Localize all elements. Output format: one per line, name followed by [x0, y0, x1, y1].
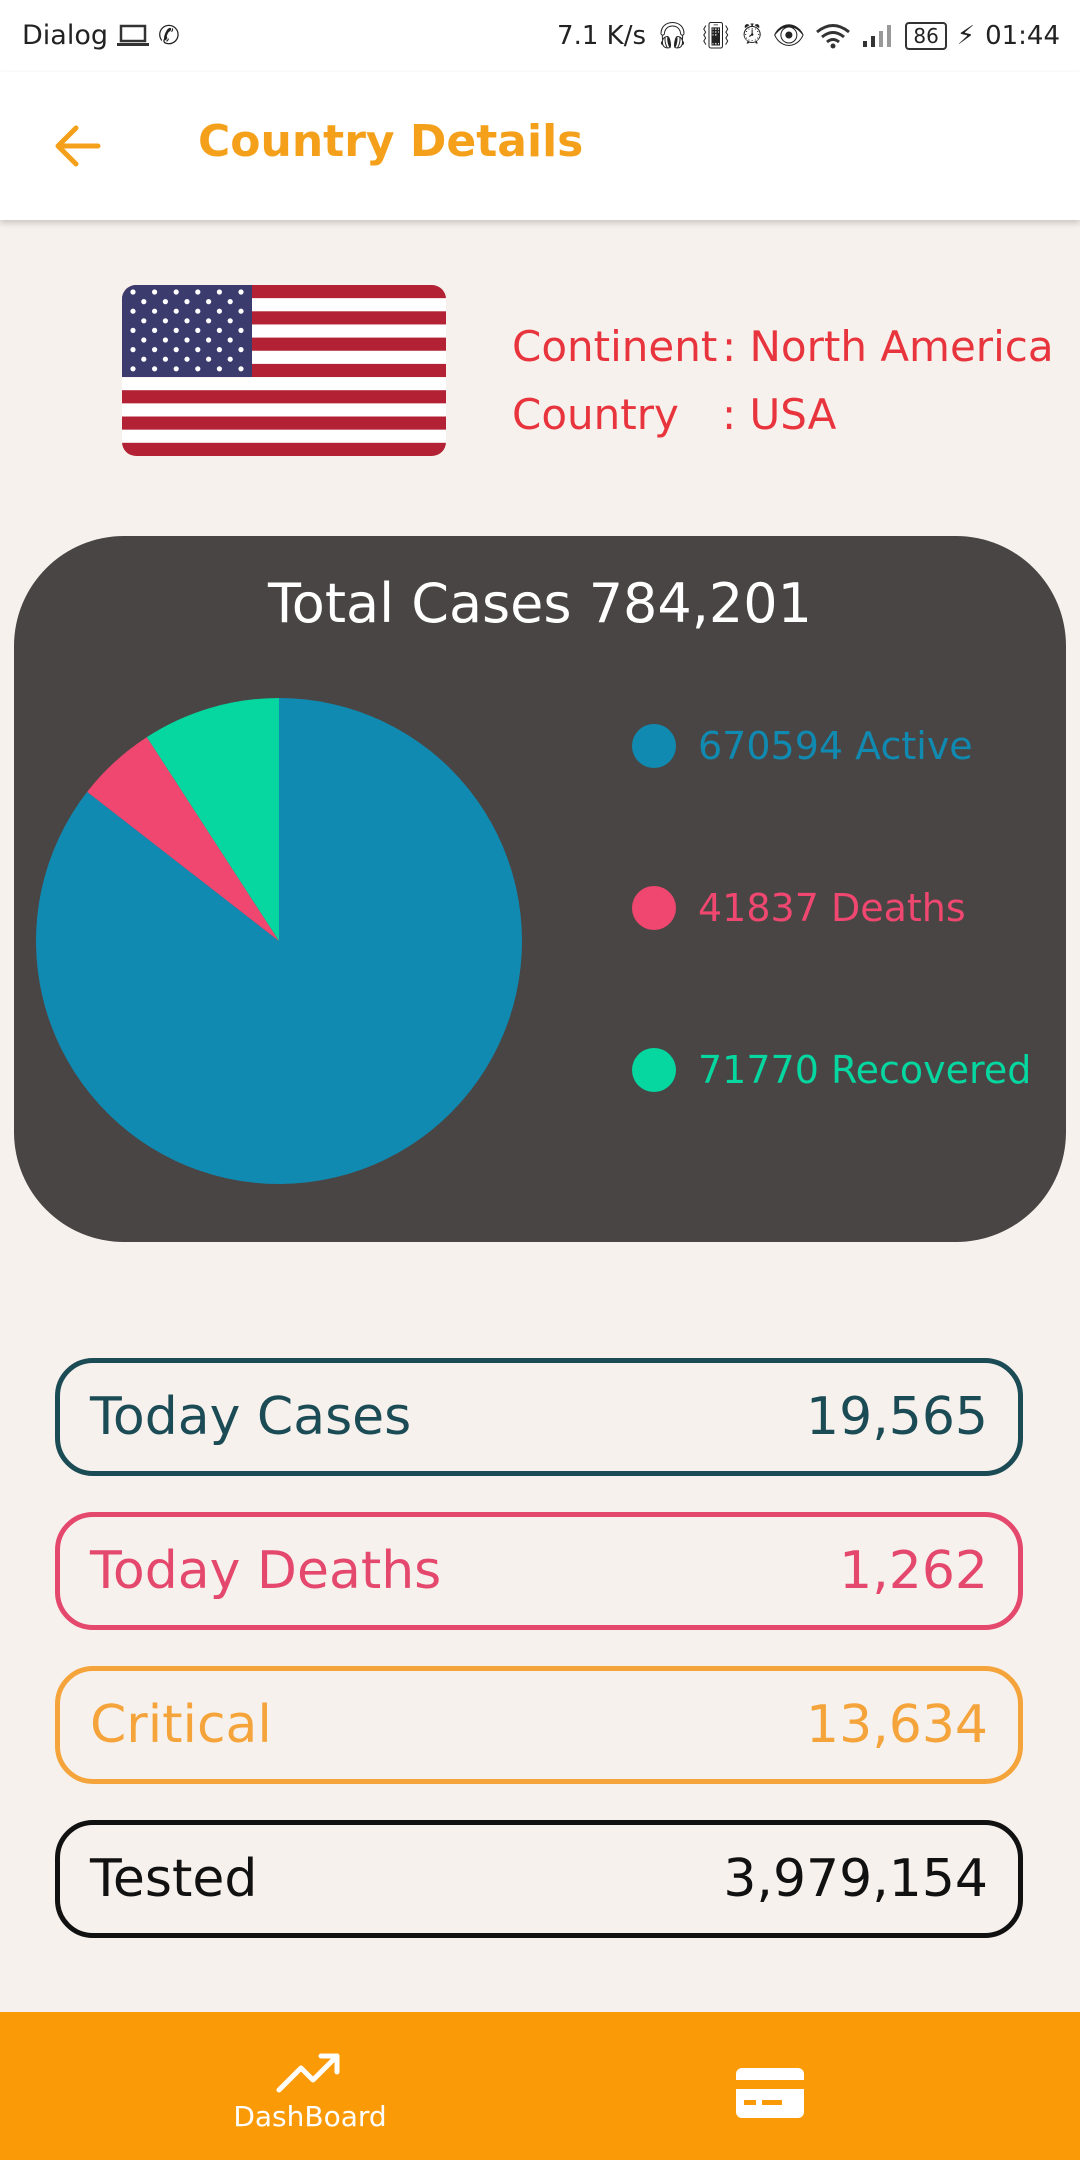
- legend-dot: [632, 886, 676, 930]
- legend-dot: [632, 724, 676, 768]
- page-title: Country Details: [198, 116, 584, 167]
- network-speed: 7.1 K/s: [557, 20, 647, 51]
- tested-box: Tested 3,979,154: [55, 1820, 1023, 1938]
- total-cases-title: Total Cases 784,201: [267, 572, 813, 635]
- clock: 01:44: [985, 20, 1060, 51]
- charging-icon: ⚡︎: [956, 20, 976, 51]
- country-info: Continent : North America Country : USA: [512, 312, 1054, 448]
- headphones-icon: 🎧︎: [656, 20, 690, 51]
- critical-label: Critical: [90, 1695, 272, 1755]
- country-label: Country: [512, 389, 679, 439]
- status-bar: Dialog ✆ 7.1 K/s 🎧︎ 📳︎ ⏰︎ 👁︎ 86 ⚡︎ 01:44: [0, 0, 1080, 72]
- alarm-icon: ⏰︎: [742, 20, 763, 50]
- pie-slice-2: [87, 737, 279, 941]
- back-arrow-icon[interactable]: [50, 116, 110, 176]
- country-value: : USA: [722, 389, 837, 439]
- legend-label: 41837 Deaths: [698, 886, 966, 930]
- legend-item-1: 670594 Active: [632, 724, 973, 768]
- today-deaths-value: 1,262: [839, 1541, 988, 1601]
- continent-label: Continent: [512, 321, 718, 371]
- trending-up-icon: [276, 2053, 340, 2093]
- total-cases-card: Total Cases 784,201 670594 Active 41837 D…: [14, 536, 1066, 1242]
- today-deaths-label: Today Deaths: [90, 1541, 442, 1601]
- battery-level: 86: [905, 21, 947, 50]
- nav-dashboard-label: DashBoard: [233, 2100, 387, 2133]
- credit-card-icon[interactable]: [736, 2068, 804, 2118]
- today-cases-box: Today Cases 19,565: [55, 1358, 1023, 1476]
- nav-dashboard[interactable]: DashBoard: [210, 2050, 410, 2133]
- country-flag: [122, 285, 446, 456]
- signal-icon: [863, 24, 892, 47]
- today-deaths-box: Today Deaths 1,262: [55, 1512, 1023, 1630]
- app-bar: Country Details: [0, 72, 1080, 220]
- tested-label: Tested: [90, 1849, 258, 1909]
- legend-label: 670594 Active: [698, 724, 973, 768]
- laptop-icon: [117, 24, 149, 46]
- vibrate-icon: 📳︎: [699, 20, 733, 51]
- continent-value: : North America: [722, 321, 1054, 371]
- legend-item-3: 71770 Recovered: [632, 1048, 1031, 1092]
- carrier-label: Dialog: [22, 20, 108, 51]
- critical-box: Critical 13,634: [55, 1666, 1023, 1784]
- bottom-nav: DashBoard: [0, 2012, 1080, 2160]
- cases-pie-chart: [35, 698, 522, 1184]
- pie-slice-3: [146, 698, 279, 941]
- today-cases-value: 19,565: [806, 1387, 988, 1447]
- today-cases-label: Today Cases: [90, 1387, 412, 1447]
- wifi-icon: [816, 23, 851, 48]
- pie-slice-1: [35, 698, 522, 1184]
- legend-dot: [632, 1048, 676, 1092]
- legend-item-2: 41837 Deaths: [632, 886, 966, 930]
- eye-icon: 👁︎: [772, 20, 806, 51]
- tested-value: 3,979,154: [723, 1849, 988, 1909]
- legend-label: 71770 Recovered: [698, 1048, 1032, 1092]
- phone-icon: ✆: [158, 20, 180, 51]
- critical-value: 13,634: [806, 1695, 988, 1755]
